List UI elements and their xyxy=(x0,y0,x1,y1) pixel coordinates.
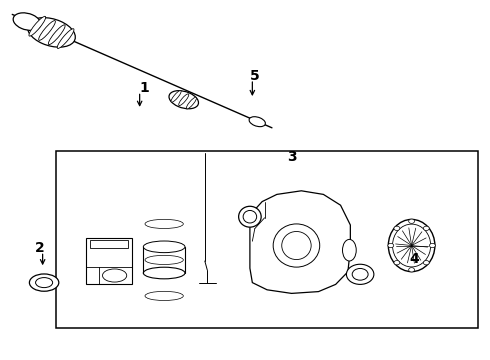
Ellipse shape xyxy=(186,97,196,109)
Ellipse shape xyxy=(243,211,257,223)
Ellipse shape xyxy=(169,91,198,109)
Ellipse shape xyxy=(57,29,74,49)
Ellipse shape xyxy=(346,264,374,284)
Ellipse shape xyxy=(343,239,356,261)
Text: 4: 4 xyxy=(409,252,419,266)
Ellipse shape xyxy=(423,226,429,230)
Ellipse shape xyxy=(388,243,394,248)
Ellipse shape xyxy=(36,278,52,288)
Ellipse shape xyxy=(409,267,415,272)
Text: 2: 2 xyxy=(35,242,45,255)
Bar xyxy=(56,151,478,328)
Ellipse shape xyxy=(49,25,65,45)
Ellipse shape xyxy=(388,219,435,271)
Ellipse shape xyxy=(179,94,189,105)
Ellipse shape xyxy=(429,243,435,248)
Ellipse shape xyxy=(27,18,75,47)
Ellipse shape xyxy=(392,224,431,267)
Bar xyxy=(90,240,127,248)
Polygon shape xyxy=(250,191,350,293)
Ellipse shape xyxy=(282,231,311,260)
Bar xyxy=(86,238,132,284)
Ellipse shape xyxy=(171,90,181,102)
Ellipse shape xyxy=(239,206,261,227)
Ellipse shape xyxy=(144,267,185,279)
Ellipse shape xyxy=(39,21,55,40)
Ellipse shape xyxy=(273,224,319,267)
Ellipse shape xyxy=(29,16,46,36)
Ellipse shape xyxy=(29,274,59,291)
Text: 5: 5 xyxy=(250,69,260,82)
Ellipse shape xyxy=(144,241,185,253)
Ellipse shape xyxy=(394,261,400,265)
Ellipse shape xyxy=(13,13,41,30)
Text: 1: 1 xyxy=(140,81,149,95)
Ellipse shape xyxy=(249,117,266,127)
Ellipse shape xyxy=(394,226,400,230)
Text: 3: 3 xyxy=(287,150,296,163)
Ellipse shape xyxy=(102,269,127,282)
Ellipse shape xyxy=(352,269,368,280)
Ellipse shape xyxy=(423,261,429,265)
Ellipse shape xyxy=(409,219,415,223)
